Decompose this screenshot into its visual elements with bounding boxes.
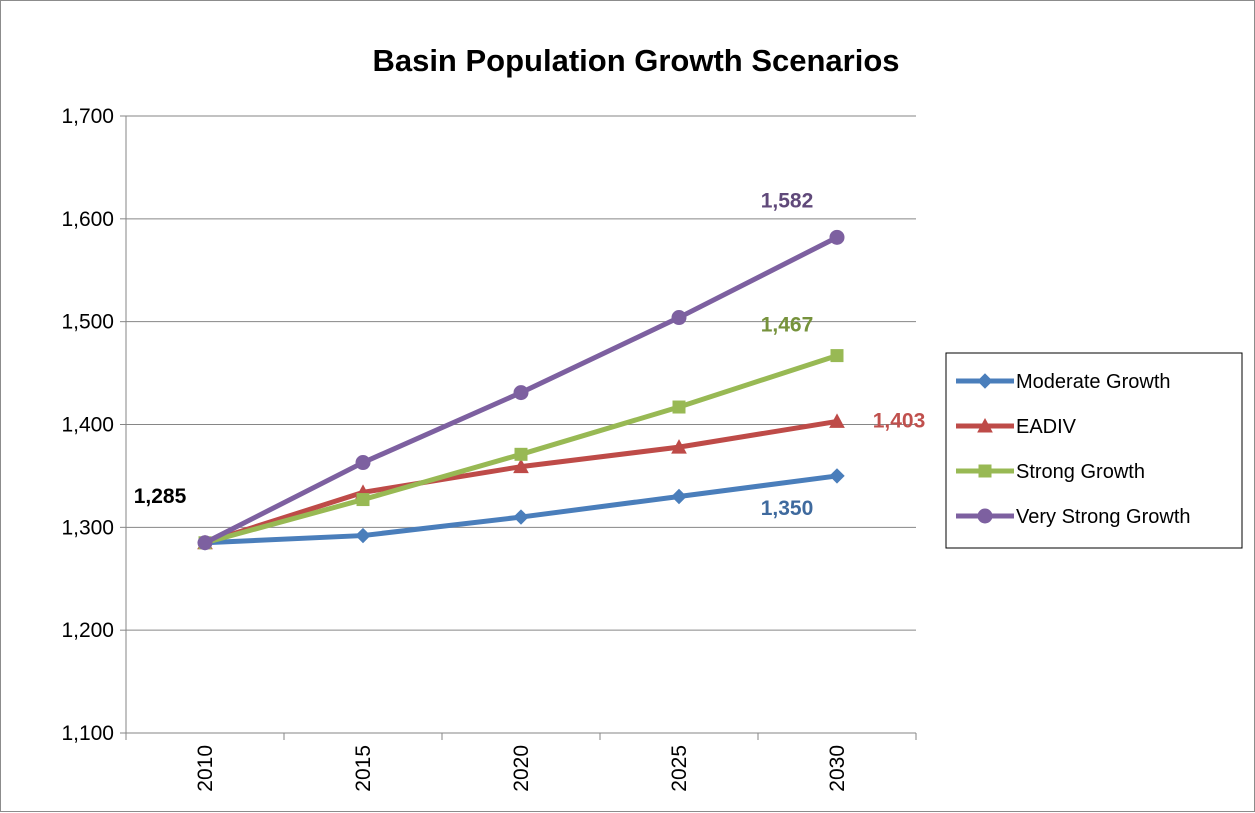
data-point-strong-growth-2030 (830, 349, 844, 363)
legend-label-strong-growth: Strong Growth (1016, 461, 1145, 483)
legend-label-moderate-growth: Moderate Growth (1016, 371, 1171, 393)
y-tick-label: 1,500 (61, 311, 114, 334)
legend-entry-eadiv: EADIV (956, 416, 1077, 438)
data-point-very-strong-growth-2020 (513, 385, 529, 401)
x-tick-label-2015: 2015 (352, 745, 375, 792)
y-tick-label: 1,100 (61, 722, 114, 745)
data-label-moderate-growth-2030: 1,350 (761, 497, 814, 520)
y-tick-label: 1,300 (61, 516, 114, 539)
data-point-very-strong-growth-2030 (829, 229, 845, 245)
chart-title: Basin Population Growth Scenarios (372, 43, 899, 78)
data-point-eadiv-2020 (513, 458, 529, 474)
legend-marker-very-strong-growth (977, 508, 993, 524)
legend-entry-very-strong-growth: Very Strong Growth (956, 506, 1191, 528)
data-point-very-strong-growth-2015 (355, 455, 371, 471)
axes: 1,100 1,200 1,300 1,400 1,500 1,600 1,700 2010 2… (61, 105, 917, 792)
y-tick-label: 1,200 (61, 619, 114, 642)
legend: Moderate Growth EADIV Strong Growth Very St… (945, 352, 1243, 549)
legend-label-very-strong-growth: Very Strong Growth (1016, 506, 1191, 528)
y-tick-label: 1,400 (61, 414, 114, 437)
series-lines (197, 229, 845, 551)
y-tick-label: 1,700 (61, 105, 114, 128)
data-point-strong-growth-2015 (356, 493, 370, 507)
data-point-eadiv-2030 (829, 413, 845, 428)
legend-entry-moderate-growth: Moderate Growth (956, 371, 1171, 393)
x-tick-label-2020: 2020 (510, 745, 533, 792)
legend-marker-eadiv (977, 417, 993, 433)
legend-marker-moderate-growth (977, 373, 993, 389)
data-point-moderate-growth-2025 (671, 488, 687, 505)
data-labels: 1,285 1,350 1,403 1,467 1,582 (134, 189, 926, 520)
data-label-strong-growth-2030: 1,467 (761, 314, 814, 337)
data-label-very-strong-growth-2030: 1,582 (761, 189, 814, 212)
data-point-eadiv-2025 (671, 439, 687, 454)
series-eadiv (197, 413, 845, 550)
legend-label-eadiv: EADIV (1016, 416, 1077, 438)
data-point-strong-growth-2020 (514, 447, 528, 461)
data-point-moderate-growth-2015 (355, 527, 371, 544)
series-line-moderate-growth (202, 473, 840, 546)
legend-entry-strong-growth: Strong Growth (956, 461, 1145, 483)
series-moderate-growth (197, 468, 845, 551)
data-point-moderate-growth-2030 (829, 468, 845, 484)
x-tick-label-2010: 2010 (194, 745, 217, 792)
data-point-strong-growth-2025 (672, 400, 686, 414)
x-tick-label-2030: 2030 (826, 745, 849, 792)
data-point-very-strong-growth-2025 (671, 310, 687, 326)
data-label-moderate-growth-2010: 1,285 (134, 485, 187, 508)
legend-marker-strong-growth (978, 464, 992, 478)
x-tick-label-2025: 2025 (668, 745, 691, 792)
y-tick-label: 1,600 (61, 208, 114, 231)
data-point-very-strong-growth-2010 (197, 535, 213, 551)
data-point-moderate-growth-2020 (513, 509, 529, 525)
series-very-strong-growth (197, 229, 845, 551)
data-label-eadiv-2030: 1,403 (873, 409, 926, 432)
